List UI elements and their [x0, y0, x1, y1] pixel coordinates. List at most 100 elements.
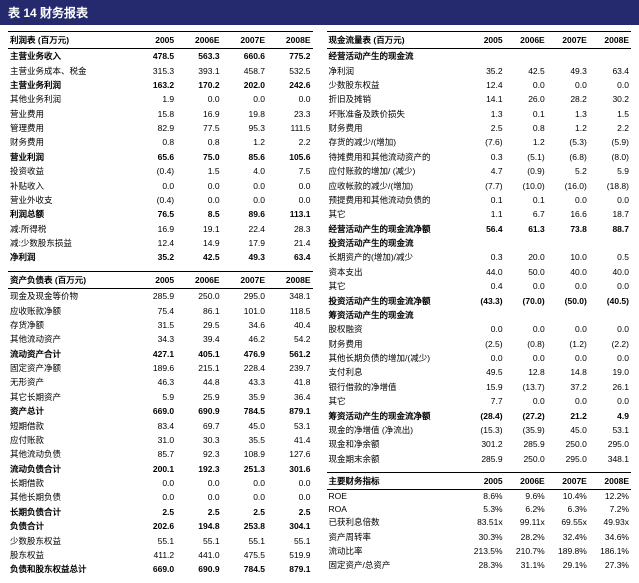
- row-value: 34.6%: [589, 529, 631, 543]
- row-value: 41.8: [267, 375, 312, 389]
- row-value: (50.0): [547, 293, 589, 307]
- row-label: 现金的净增值 (净流出): [327, 423, 463, 437]
- table-row: 流动资产合计427.1405.1476.9561.2: [8, 347, 313, 361]
- row-value: (35.9): [505, 423, 547, 437]
- row-value: 101.0: [222, 303, 267, 317]
- row-value: 4.9: [589, 408, 631, 422]
- row-value: 30.3%: [462, 529, 504, 543]
- row-value: 0.0: [547, 78, 589, 92]
- row-value: 478.5: [136, 49, 176, 64]
- row-value: 669.0: [136, 562, 176, 576]
- row-value: 27.3%: [589, 558, 631, 572]
- row-value: 49.93x: [589, 515, 631, 529]
- row-value: 69.7: [176, 418, 221, 432]
- row-value: 0.3: [462, 250, 504, 264]
- year-col: 2007E: [222, 272, 267, 289]
- table-row: 经营活动产生的现金流: [327, 49, 632, 64]
- row-value: 2.2: [267, 135, 312, 149]
- row-label: 投资活动产生的现金流: [327, 236, 463, 250]
- row-value: 53.1: [267, 418, 312, 432]
- row-value: 0.0: [589, 394, 631, 408]
- row-value: 0.0: [176, 178, 221, 192]
- table-row: 筹资活动产生的现金流: [327, 308, 632, 322]
- row-value: 476.9: [222, 347, 267, 361]
- table-row: ROA5.3%6.2%6.3%7.2%: [327, 503, 632, 515]
- table-row: 经营活动产生的现金流净额56.461.373.888.7: [327, 222, 632, 236]
- row-value: 54.2: [267, 332, 312, 346]
- row-value: 86.1: [176, 303, 221, 317]
- row-value: 4.0: [222, 164, 267, 178]
- row-label: 资产总计: [8, 404, 136, 418]
- year-col: 2006E: [176, 272, 221, 289]
- row-value: 0.0: [222, 476, 267, 490]
- row-value: 92.3: [176, 447, 221, 461]
- row-value: 108.9: [222, 447, 267, 461]
- row-value: 21.4: [267, 236, 312, 250]
- row-label: 负债合计: [8, 519, 136, 533]
- row-value: 44.0: [462, 265, 504, 279]
- table-row: 无形资产46.344.843.341.8: [8, 375, 313, 389]
- row-value: 28.3: [267, 222, 312, 236]
- row-value: 1.5: [589, 107, 631, 121]
- row-value: 2.5: [267, 505, 312, 519]
- row-value: 30.3: [176, 433, 221, 447]
- table-row: 存货净额31.529.534.640.4: [8, 318, 313, 332]
- row-value: 5.9: [589, 164, 631, 178]
- row-value: 784.5: [222, 562, 267, 576]
- row-value: 37.2: [547, 380, 589, 394]
- row-label: 银行借款的净增值: [327, 380, 463, 394]
- row-value: 475.5: [222, 548, 267, 562]
- table-row: 财务费用2.50.81.22.2: [327, 121, 632, 135]
- table-row: 其它7.70.00.00.0: [327, 394, 632, 408]
- row-label: 现金和净余额: [327, 437, 463, 451]
- table-row: 股权融资0.00.00.00.0: [327, 322, 632, 336]
- row-value: 40.0: [589, 265, 631, 279]
- table-row: 折旧及摊销14.126.028.230.2: [327, 92, 632, 106]
- row-value: 2.5: [222, 505, 267, 519]
- row-value: 690.9: [176, 562, 221, 576]
- table-row: 其它0.40.00.00.0: [327, 279, 632, 293]
- row-value: 0.0: [136, 476, 176, 490]
- row-value: (7.7): [462, 178, 504, 192]
- row-value: 0.0: [222, 92, 267, 106]
- row-value: 0.0: [462, 351, 504, 365]
- year-col: 2008E: [267, 272, 312, 289]
- row-value: 295.0: [547, 452, 589, 466]
- row-value: 0.0: [589, 279, 631, 293]
- row-value: 879.1: [267, 562, 312, 576]
- row-value: 55.1: [176, 533, 221, 547]
- cashflow-table: 现金流量表 (百万元) 2005 2006E 2007E 2008E 经营活动产…: [327, 31, 632, 573]
- row-label: 其他长期负债的增加/(减少): [327, 351, 463, 365]
- row-label: 利润总额: [8, 207, 136, 221]
- row-value: 31.5: [136, 318, 176, 332]
- row-value: 29.5: [176, 318, 221, 332]
- row-label: 短期借款: [8, 418, 136, 432]
- row-value: 186.1%: [589, 544, 631, 558]
- row-value: 2.5: [176, 505, 221, 519]
- row-value: 0.0: [505, 351, 547, 365]
- row-value: 8.5: [176, 207, 221, 221]
- row-label: 股权融资: [327, 322, 463, 336]
- row-value: 228.4: [222, 361, 267, 375]
- row-label: 主营业务收入: [8, 49, 136, 64]
- year-col: 2005: [462, 473, 504, 490]
- row-label: 减:少数股东损益: [8, 236, 136, 250]
- row-label: 其它: [327, 279, 463, 293]
- table-row: 长期资产的(增加)/减少0.320.010.00.5: [327, 250, 632, 264]
- right-column: 现金流量表 (百万元) 2005 2006E 2007E 2008E 经营活动产…: [327, 31, 632, 577]
- row-value: 0.0: [136, 178, 176, 192]
- row-label: 坏账准备及跌价损失: [327, 107, 463, 121]
- row-value: 660.6: [222, 49, 267, 64]
- row-value: 163.2: [136, 78, 176, 92]
- table-row: 应收帐款的减少/(增加)(7.7)(10.0)(16.0)(18.8): [327, 178, 632, 192]
- row-value: (6.8): [547, 150, 589, 164]
- row-value: 411.2: [136, 548, 176, 562]
- row-value: 405.1: [176, 347, 221, 361]
- row-value: 563.3: [176, 49, 221, 64]
- year-col: 2008E: [589, 32, 631, 49]
- row-value: 15.9: [462, 380, 504, 394]
- row-value: 0.0: [547, 322, 589, 336]
- row-value: (16.0): [547, 178, 589, 192]
- row-value: 202.0: [222, 78, 267, 92]
- table-row: 补贴收入0.00.00.00.0: [8, 178, 313, 192]
